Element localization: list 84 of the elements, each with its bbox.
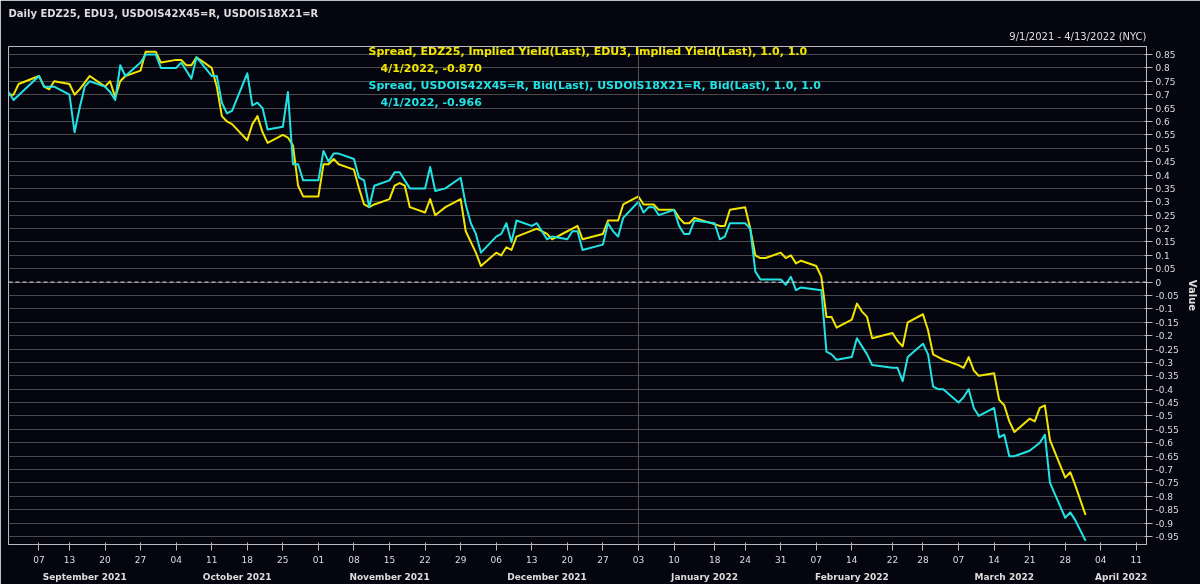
y-tick-label: -0.1 [1155,304,1174,315]
x-tick-label: 07 [810,554,822,565]
x-tick-label: 10 [668,554,681,565]
x-tick-label: 11 [1130,554,1143,565]
y-tick-label: 0.35 [1155,183,1176,194]
x2-tick-label: September 2021 [42,571,127,582]
chart-title: Daily EDZ25, EDU3, USDOIS42X45=R, USDOIS18X21=R [8,7,319,19]
x-tick-label: 28 [917,554,929,565]
y-tick-label: 0.15 [1155,237,1176,248]
y-tick-label: 0.75 [1155,76,1176,87]
x-tick-label: 11 [205,554,218,565]
y-tick-label: -0.5 [1155,411,1174,422]
x-tick-label: 25 [277,554,289,565]
x-tick-label: 07 [33,554,45,565]
x2-tick-label: December 2021 [507,571,587,582]
x-tick-label: 01 [312,554,325,565]
y-tick-label: -0.35 [1155,371,1179,382]
y-tick-label: 0.05 [1155,264,1176,275]
y-tick-label: 0.5 [1155,143,1170,154]
x2-tick-label: October 2021 [202,571,272,582]
x2-tick-label: January 2022 [670,571,738,582]
y-tick-label: -0.95 [1155,531,1179,542]
x-tick-label: 28 [1059,554,1072,565]
x-tick-label: 24 [739,554,752,565]
y-tick-label: -0.8 [1155,491,1174,502]
x-tick-label: 27 [134,554,147,565]
y-tick-label: 0.2 [1155,224,1170,235]
y-tick-label: 0.7 [1155,90,1170,101]
annotation: 4/1/2022, -0.966 [380,95,483,109]
y-tick-label: 0.25 [1155,210,1176,221]
y-tick-label: 0.1 [1155,250,1170,261]
x-tick-label: 27 [597,554,609,565]
x-tick-label: 08 [348,554,360,565]
y-tick-label: -0.65 [1155,451,1179,462]
x-tick-label: 18 [241,554,254,565]
y-tick-label: 0.65 [1155,103,1176,114]
y-tick-label: 0.6 [1155,116,1171,127]
x2-tick-label: April 2022 [1095,571,1148,582]
y-tick-label: 0.85 [1155,50,1176,61]
y-tick-label: 0.55 [1155,130,1176,141]
x-tick-label: 06 [490,554,503,565]
y-tick-label: -0.3 [1155,357,1174,368]
x-tick-label: 15 [383,554,396,565]
y-tick-label: -0.2 [1155,331,1174,342]
y-tick-label: -0.9 [1155,518,1174,529]
x-tick-label: 20 [99,554,112,565]
y-tick-label: -0.85 [1155,505,1179,516]
x2-tick-label: March 2022 [974,571,1034,582]
y-tick-label: -0.05 [1155,291,1179,301]
x-tick-label: 29 [454,554,467,565]
y-tick-label: 0.4 [1155,170,1171,181]
x-tick-label: 20 [561,554,574,565]
x-tick-label: 22 [419,554,431,565]
y-tick-label: -0.45 [1155,398,1179,409]
x-tick-label: 04 [1095,554,1107,565]
x-tick-label: 18 [708,554,721,565]
y-tick-label: 0.8 [1155,63,1171,74]
y-tick-label: -0.75 [1155,478,1179,489]
y-tick-label: -0.4 [1155,384,1174,395]
x-tick-label: 14 [988,554,1001,565]
y-tick-label: 0.3 [1155,197,1170,208]
x-tick-label: 13 [63,554,76,565]
x-tick-label: 22 [886,554,899,565]
annotation: 4/1/2022, -0.870 [380,61,483,75]
x-tick-label: 21 [1023,554,1036,565]
x-tick-label: 31 [774,554,787,565]
x2-tick-label: November 2021 [349,571,430,582]
x-tick-label: 07 [952,554,965,565]
y-tick-label: 0.45 [1155,157,1176,168]
y-tick-label: -0.25 [1155,344,1179,355]
y-tick-label: -0.7 [1155,465,1174,476]
text: Spread, EDZ25, Implied Yield(Last), EDU3, Implied Yield(Last), 1.0, 1.0 [368,44,808,58]
x2-tick-label: February 2022 [814,571,889,582]
y-tick-label: -0.6 [1155,438,1174,449]
x-tick-label: 04 [170,554,183,565]
y-tick-label: -0.15 [1155,317,1179,328]
text: Spread, USDOIS42X45=R, Bid(Last), USDOIS18X21=R, Bid(Last), 1.0, 1.0 [368,78,822,92]
chart-subtitle: 9/1/2021 - 4/13/2022 (NYC) [1009,30,1147,42]
x-tick-label: 13 [526,554,538,565]
y-axis-title: Value [1186,279,1198,312]
x-tick-label: 14 [846,554,858,565]
y-tick-label: 0 [1155,277,1162,288]
y-tick-label: -0.55 [1155,424,1179,435]
x-tick-label: 03 [632,554,645,565]
